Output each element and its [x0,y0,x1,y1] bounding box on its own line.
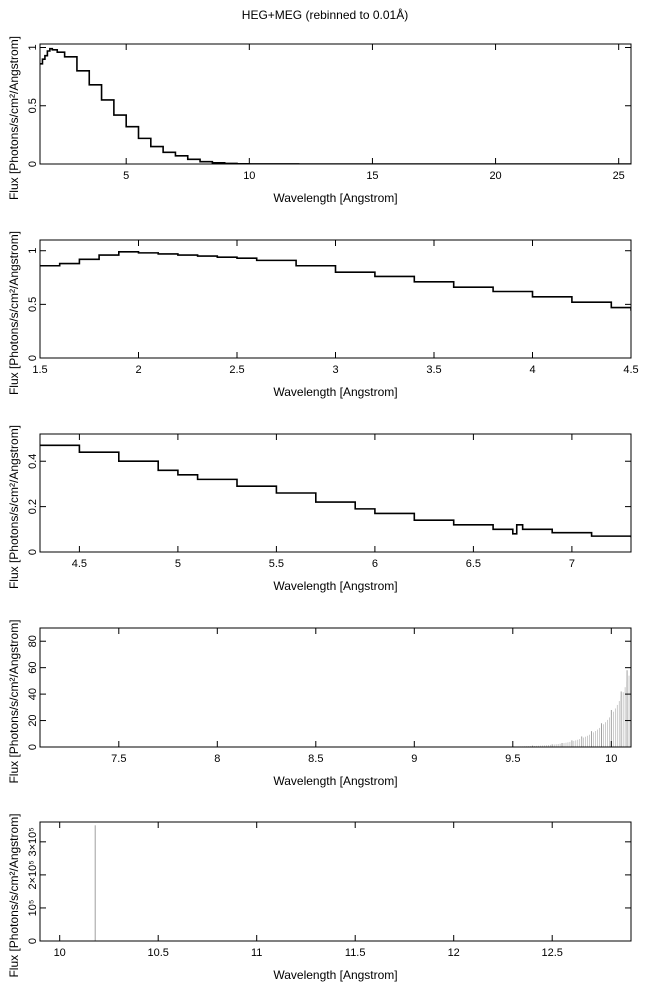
x-tick-label: 1.5 [32,364,47,376]
y-tick-label: 0.5 [27,297,39,312]
y-tick-label: 3×10⁵ [27,827,39,856]
x-tick-label: 7.5 [111,753,126,765]
x-tick-label: 11.5 [345,947,366,959]
plot-frame [39,433,632,553]
x-tick-label: 8.5 [308,753,323,765]
x-tick-label: 11 [251,947,262,959]
y-axis-label: Flux [Photons/s/cm²/Angstrom] [7,425,21,589]
plot-area [40,251,631,311]
y-tick-label: 0.4 [27,454,39,469]
panel-2: 1.5 2 2.5 3 3.5 4 4.5 0 0.5 1 Wavelength [Angstrom… [7,231,639,399]
x-tick-label: 6 [372,558,378,570]
y-tick-label: 60 [27,662,39,674]
x-tick-label: 12.5 [541,947,562,959]
x-tick-label: 10 [243,170,255,182]
x-tick-label: 2 [135,364,141,376]
x-axis-label: Wavelength [Angstrom] [273,968,397,982]
y-tick-label: 0 [27,355,39,361]
x-tick-label: 10.5 [147,947,168,959]
x-tick-label: 15 [366,170,378,182]
y-tick-label: 20 [27,714,39,726]
plot-frame [39,627,632,748]
y-tick-label: 80 [27,635,39,647]
plot-frame [39,239,632,359]
x-tick-label: 4 [529,364,535,376]
x-tick-label: 10 [605,753,617,765]
panel-4: 7.5 8 8.5 9 9.5 10 0 20 40 60 80 Wavelength [Angstr… [7,619,632,788]
x-tick-label: 5 [175,558,181,570]
x-tick-label: 25 [613,170,625,182]
x-axis-label: Wavelength [Angstrom] [273,385,397,399]
panel-5: 10 10.5 11 11.5 12 12.5 0 10⁵ 2×10⁵ 3×10⁵ Waveleng… [7,813,632,982]
x-tick-label: 7 [569,558,575,570]
y-tick-label: 0.2 [27,499,39,514]
x-tick-label: 12 [448,947,460,959]
y-tick-label: 0 [27,744,39,750]
y-axis-label: Flux [Photons/s/cm²/Angstrom] [7,813,21,977]
plot-area [40,444,631,538]
y-tick-label: 1 [27,248,39,254]
y-axis-label: Flux [Photons/s/cm²/Angstrom] [7,619,21,783]
y-tick-label: 10⁵ [27,900,39,917]
y-axis-label: Flux [Photons/s/cm²/Angstrom] [7,231,21,395]
plot-area [512,669,631,747]
panel-3: 4.5 5 5.5 6 6.5 7 0 0.2 0.4 Wavelength [Angstrom]… [7,425,632,593]
series-line [40,47,631,164]
x-axis-label: Wavelength [Angstrom] [273,774,397,788]
plot-area [40,47,631,164]
x-tick-label: 8 [214,753,220,765]
x-tick-label: 3.5 [426,364,441,376]
x-tick-label: 4.5 [623,364,638,376]
y-tick-label: 0 [27,938,39,944]
x-tick-label: 9.5 [505,753,520,765]
x-tick-label: 9 [411,753,417,765]
x-tick-label: 10 [54,947,66,959]
x-axis-label: Wavelength [Angstrom] [273,579,397,593]
x-tick-label: 5.5 [269,558,284,570]
y-tick-label: 40 [27,688,39,700]
y-tick-label: 2×10⁵ [27,860,39,889]
x-tick-label: 5 [123,170,129,182]
y-tick-label: 0 [27,161,39,167]
series-line [40,444,631,538]
x-tick-label: 20 [489,170,501,182]
y-tick-label: 0.5 [27,98,39,113]
y-axis-label: Flux [Photons/s/cm²/Angstrom] [7,36,21,200]
y-tick-label: 0 [27,549,39,555]
y-tick-label: 1 [27,44,39,50]
x-tick-label: 3 [332,364,338,376]
plot-frame [39,821,632,942]
figure-title: HEG+MEG (rebinned to 0.01Å) [241,8,409,22]
panel-1: 5 10 15 20 25 0 0.5 1 Wavelength [Angstrom] Flux … [7,36,632,205]
x-axis-label: Wavelength [Angstrom] [273,191,397,205]
series-line [40,251,631,311]
x-tick-label: 4.5 [72,558,87,570]
x-tick-label: 2.5 [229,364,244,376]
x-tick-label: 6.5 [466,558,481,570]
plot-frame [39,43,632,165]
